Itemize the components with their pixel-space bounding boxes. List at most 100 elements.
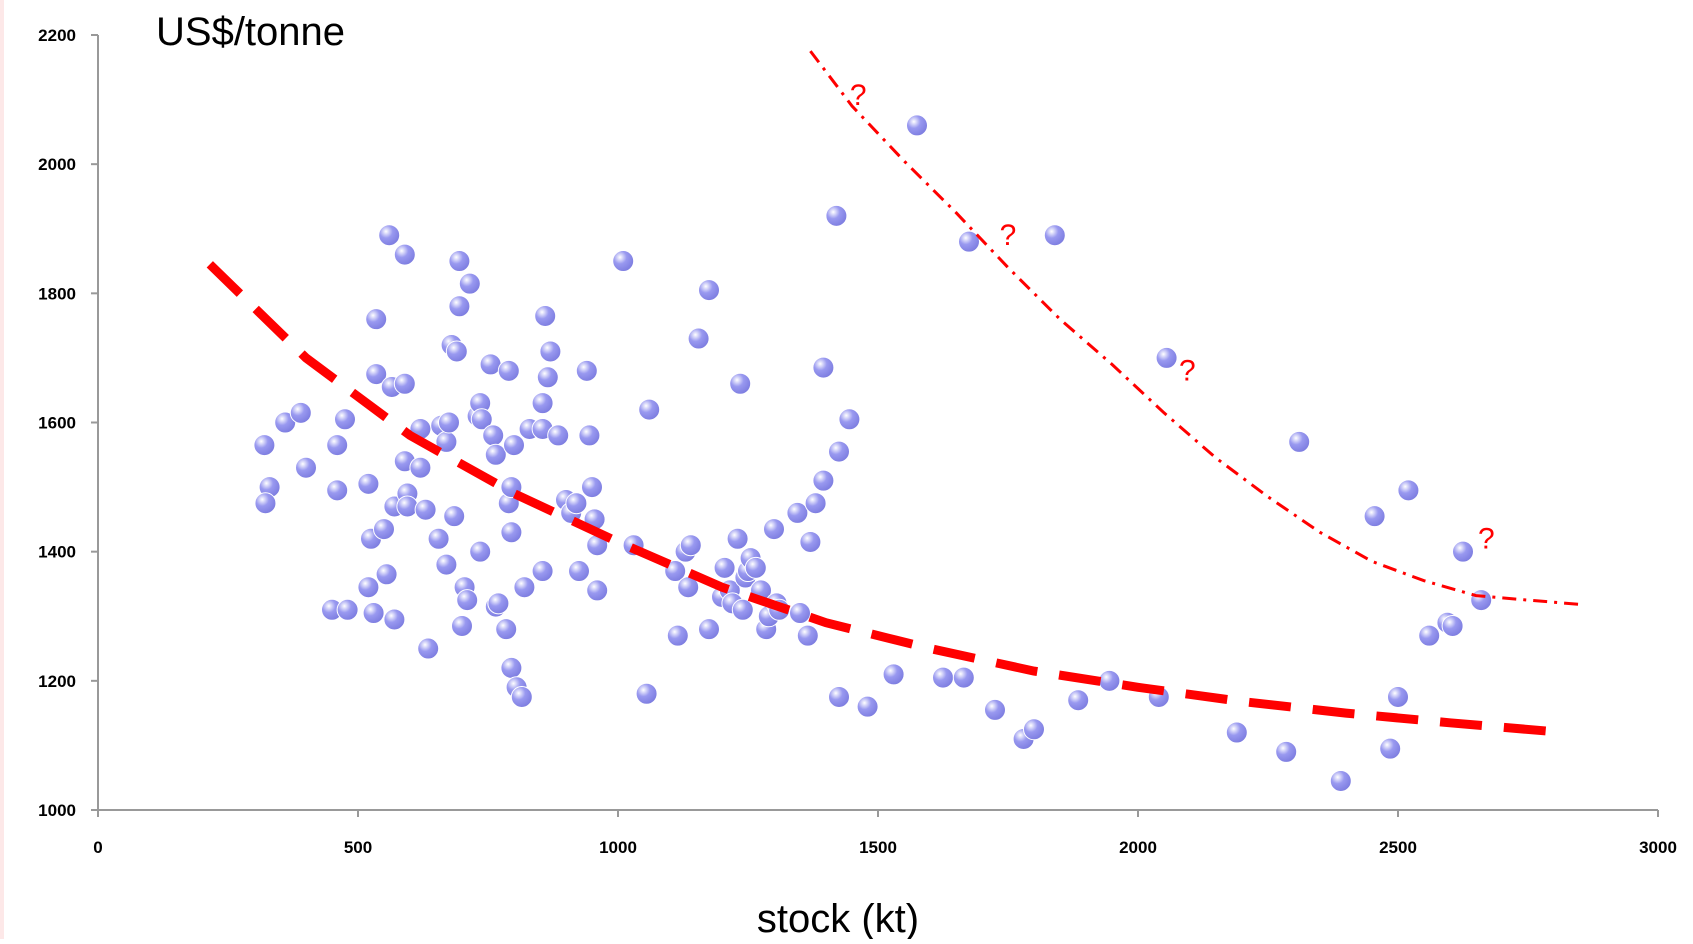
data-point: [729, 372, 752, 395]
y-tick-label: 1600: [38, 414, 76, 433]
data-point: [804, 492, 827, 515]
data-point: [565, 492, 588, 515]
dash-dot-trend-curve: [809, 50, 1583, 607]
data-point: [373, 518, 395, 541]
y-tick-label: 1200: [38, 672, 76, 691]
data-point: [1023, 718, 1045, 741]
data-point: [575, 359, 598, 382]
data-point: [484, 443, 507, 466]
y-axis-title: US$/tonne: [156, 10, 345, 54]
y-tick-label: 2200: [38, 26, 76, 45]
data-point: [326, 434, 349, 457]
data-point: [828, 685, 850, 708]
data-point: [539, 340, 562, 363]
dashed-trend-curve: [206, 261, 1550, 736]
data-point: [578, 424, 601, 447]
data-point: [731, 598, 754, 621]
data-point: [469, 540, 492, 563]
data-point: [482, 424, 505, 447]
data-point: [828, 440, 850, 463]
data-point: [409, 456, 432, 479]
data-point: [536, 366, 559, 389]
data-point: [438, 411, 460, 434]
left-edge-strip: [0, 0, 4, 939]
axes: [91, 34, 1659, 817]
data-point: [495, 618, 518, 641]
data-point: [1470, 589, 1493, 612]
data-point: [825, 204, 848, 227]
data-point: [487, 592, 510, 615]
data-point: [417, 637, 440, 660]
data-point: [984, 698, 1006, 721]
y-tick-label: 2000: [38, 155, 76, 174]
data-point: [378, 224, 401, 247]
data-point: [547, 424, 570, 447]
data-point: [713, 556, 736, 579]
data-point: [326, 479, 349, 502]
data-point: [726, 527, 749, 550]
data-point: [786, 501, 809, 524]
x-tick-label: 2000: [1119, 838, 1157, 857]
data-point: [510, 685, 533, 708]
data-point: [856, 695, 879, 718]
data-point: [383, 608, 406, 631]
question-mark-annotation: ?: [1179, 355, 1196, 388]
data-point: [427, 527, 450, 550]
data-point: [503, 434, 525, 457]
data-point: [254, 492, 277, 515]
question-mark-annotation: ?: [1000, 219, 1017, 252]
data-point: [253, 434, 276, 457]
data-point: [531, 392, 554, 415]
data-point: [812, 356, 835, 379]
tick-labels: 0 500 1000 1500 2000 2500 3000 1000 1200 1400 1600…: [38, 26, 1677, 857]
data-point: [497, 359, 520, 382]
x-axis-title: stock (kt): [757, 897, 919, 939]
data-point: [958, 230, 980, 253]
x-tick-label: 3000: [1639, 838, 1677, 857]
data-point: [1397, 479, 1420, 502]
data-point: [1067, 689, 1090, 712]
question-mark-annotation: ?: [850, 79, 867, 112]
data-points: [253, 114, 1493, 792]
data-point: [289, 401, 312, 424]
question-mark-annotation: ?: [1478, 522, 1495, 555]
data-point: [445, 340, 468, 363]
data-point: [1387, 685, 1409, 708]
data-point: [744, 556, 767, 579]
data-point: [1452, 540, 1474, 563]
data-point: [375, 563, 398, 586]
data-point: [635, 682, 658, 705]
data-point: [838, 408, 861, 431]
data-point: [451, 614, 473, 637]
data-point: [698, 618, 720, 641]
data-point: [500, 656, 523, 679]
data-point: [458, 272, 481, 295]
y-tick-label: 1800: [38, 284, 76, 303]
data-point: [1043, 224, 1066, 247]
data-point: [568, 560, 590, 583]
data-point: [448, 295, 471, 318]
data-point: [698, 279, 720, 302]
data-point: [456, 589, 479, 612]
data-point: [1225, 721, 1248, 744]
data-point: [414, 498, 437, 521]
data-point: [336, 598, 359, 621]
data-point: [470, 408, 493, 431]
data-point: [1441, 614, 1464, 637]
data-point: [882, 663, 905, 686]
data-point: [906, 114, 928, 137]
data-point: [393, 243, 416, 266]
data-point: [357, 472, 380, 495]
data-point: [796, 624, 819, 647]
data-point: [932, 666, 954, 689]
data-point: [443, 505, 466, 528]
data-point: [365, 363, 388, 386]
data-point: [1379, 737, 1402, 760]
y-tick-label: 1000: [38, 801, 76, 820]
data-point: [812, 469, 835, 492]
trend-curves: [206, 50, 1583, 736]
data-point: [581, 476, 603, 499]
x-tick-label: 500: [344, 838, 372, 857]
data-point: [334, 408, 356, 431]
